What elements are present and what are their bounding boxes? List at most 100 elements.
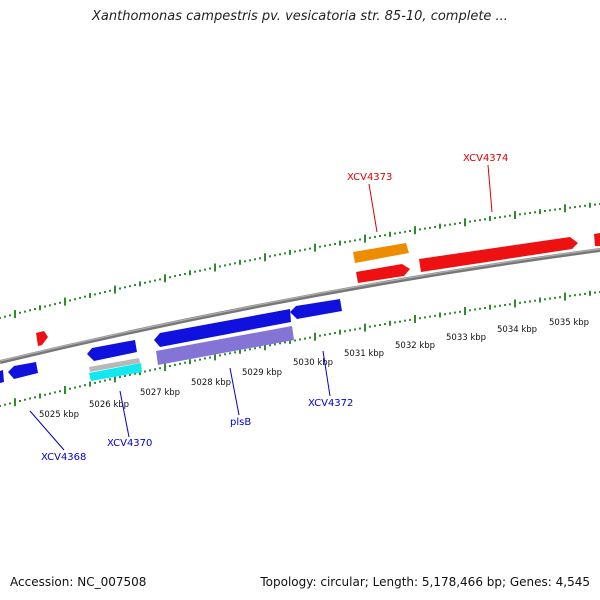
minor-tick xyxy=(39,393,41,399)
gene-forward-right[interactable] xyxy=(594,233,600,246)
minor-tick xyxy=(509,214,511,217)
minor-tick xyxy=(524,301,526,304)
minor-tick xyxy=(444,313,446,316)
minor-tick xyxy=(354,239,356,242)
minor-tick xyxy=(54,391,56,394)
minor-tick xyxy=(589,290,591,296)
gene-plsb[interactable] xyxy=(156,326,294,365)
minor-tick xyxy=(79,296,81,299)
minor-tick xyxy=(384,234,386,237)
leader-xcv4372 xyxy=(322,350,331,397)
minor-tick xyxy=(104,379,106,382)
minor-tick xyxy=(139,281,141,287)
minor-tick xyxy=(404,319,406,322)
minor-tick xyxy=(229,352,231,355)
minor-tick xyxy=(299,338,301,341)
major-tick xyxy=(464,218,466,227)
minor-tick xyxy=(369,325,371,328)
minor-tick xyxy=(424,227,426,230)
minor-tick xyxy=(109,378,111,381)
genome-backbone xyxy=(0,248,600,364)
tick-label: 5033 kbp xyxy=(446,333,486,343)
minor-tick xyxy=(59,301,61,304)
minor-tick xyxy=(394,321,396,324)
minor-tick xyxy=(224,353,226,356)
minor-tick xyxy=(569,206,571,209)
gene-xcv4370[interactable] xyxy=(89,363,142,381)
major-tick xyxy=(64,386,66,394)
minor-tick xyxy=(149,369,151,372)
minor-tick xyxy=(19,311,21,314)
minor-tick xyxy=(229,263,231,266)
gene-plsb-upper[interactable] xyxy=(154,309,291,347)
minor-tick xyxy=(504,304,506,306)
minor-tick xyxy=(29,397,31,400)
gene-xcv4373[interactable] xyxy=(356,264,410,283)
minor-tick xyxy=(489,216,491,222)
gene-label-xcv4372[interactable]: XCV4372 xyxy=(308,398,353,409)
gene-xcv4372[interactable] xyxy=(290,299,342,319)
minor-tick xyxy=(579,205,581,208)
minor-tick xyxy=(484,218,486,221)
minor-tick xyxy=(549,297,551,300)
minor-tick xyxy=(539,297,541,303)
minor-tick xyxy=(539,209,541,215)
minor-tick xyxy=(474,308,476,311)
minor-tick xyxy=(169,365,171,367)
major-tick xyxy=(264,253,266,262)
minor-tick xyxy=(309,336,311,339)
leader-xcv4368 xyxy=(29,410,65,451)
major-tick xyxy=(314,243,316,252)
gene-xcv4374[interactable] xyxy=(419,237,578,272)
genome-summary-text: Topology: circular; Length: 5,178,466 bp… xyxy=(260,575,590,589)
gene-forward-small[interactable] xyxy=(36,331,48,346)
minor-tick xyxy=(4,315,6,318)
minor-tick xyxy=(329,332,331,335)
gene-rrna-orange[interactable] xyxy=(353,243,409,263)
minor-tick xyxy=(494,216,496,219)
minor-tick xyxy=(584,292,586,295)
minor-tick xyxy=(104,291,106,293)
gene-label-xcv4373[interactable]: XCV4373 xyxy=(347,172,392,183)
minor-tick xyxy=(509,303,511,306)
minor-tick xyxy=(9,402,11,405)
gene-gray-feature[interactable] xyxy=(89,358,140,372)
gene-label-xcv4374[interactable]: XCV4374 xyxy=(463,153,508,164)
minor-tick xyxy=(294,250,296,253)
minor-tick xyxy=(179,362,181,365)
major-tick xyxy=(164,363,166,372)
minor-tick xyxy=(194,359,196,362)
reverse-genes xyxy=(0,299,342,383)
major-tick xyxy=(64,297,66,306)
major-tick xyxy=(214,263,216,272)
minor-tick xyxy=(579,293,581,296)
label-leaders xyxy=(29,164,493,451)
minor-tick xyxy=(304,248,306,251)
minor-tick xyxy=(119,376,121,379)
minor-tick xyxy=(124,375,126,377)
minor-tick xyxy=(389,231,391,237)
minor-tick xyxy=(499,216,501,219)
major-tick xyxy=(114,285,116,294)
minor-tick xyxy=(49,392,51,395)
minor-tick xyxy=(589,202,591,208)
minor-tick xyxy=(369,236,371,239)
tick-label: 5032 kbp xyxy=(395,341,435,351)
minor-tick xyxy=(44,393,46,396)
minor-tick xyxy=(254,258,256,261)
minor-tick xyxy=(409,230,411,232)
minor-tick xyxy=(269,255,271,258)
gene-reverse-5026[interactable] xyxy=(87,340,137,361)
gene-label-xcv4370[interactable]: XCV4370 xyxy=(107,438,152,449)
minor-tick xyxy=(534,211,536,214)
gene-label-plsb[interactable]: plsB xyxy=(230,417,251,428)
gene-reverse-edge[interactable] xyxy=(0,370,4,383)
minor-tick xyxy=(169,276,171,279)
gene-label-xcv4368[interactable]: XCV4368 xyxy=(41,452,86,463)
minor-tick xyxy=(189,359,191,365)
minor-tick xyxy=(99,380,101,383)
minor-tick xyxy=(69,387,71,390)
gene-xcv4368[interactable] xyxy=(8,362,38,379)
minor-tick xyxy=(384,323,386,326)
